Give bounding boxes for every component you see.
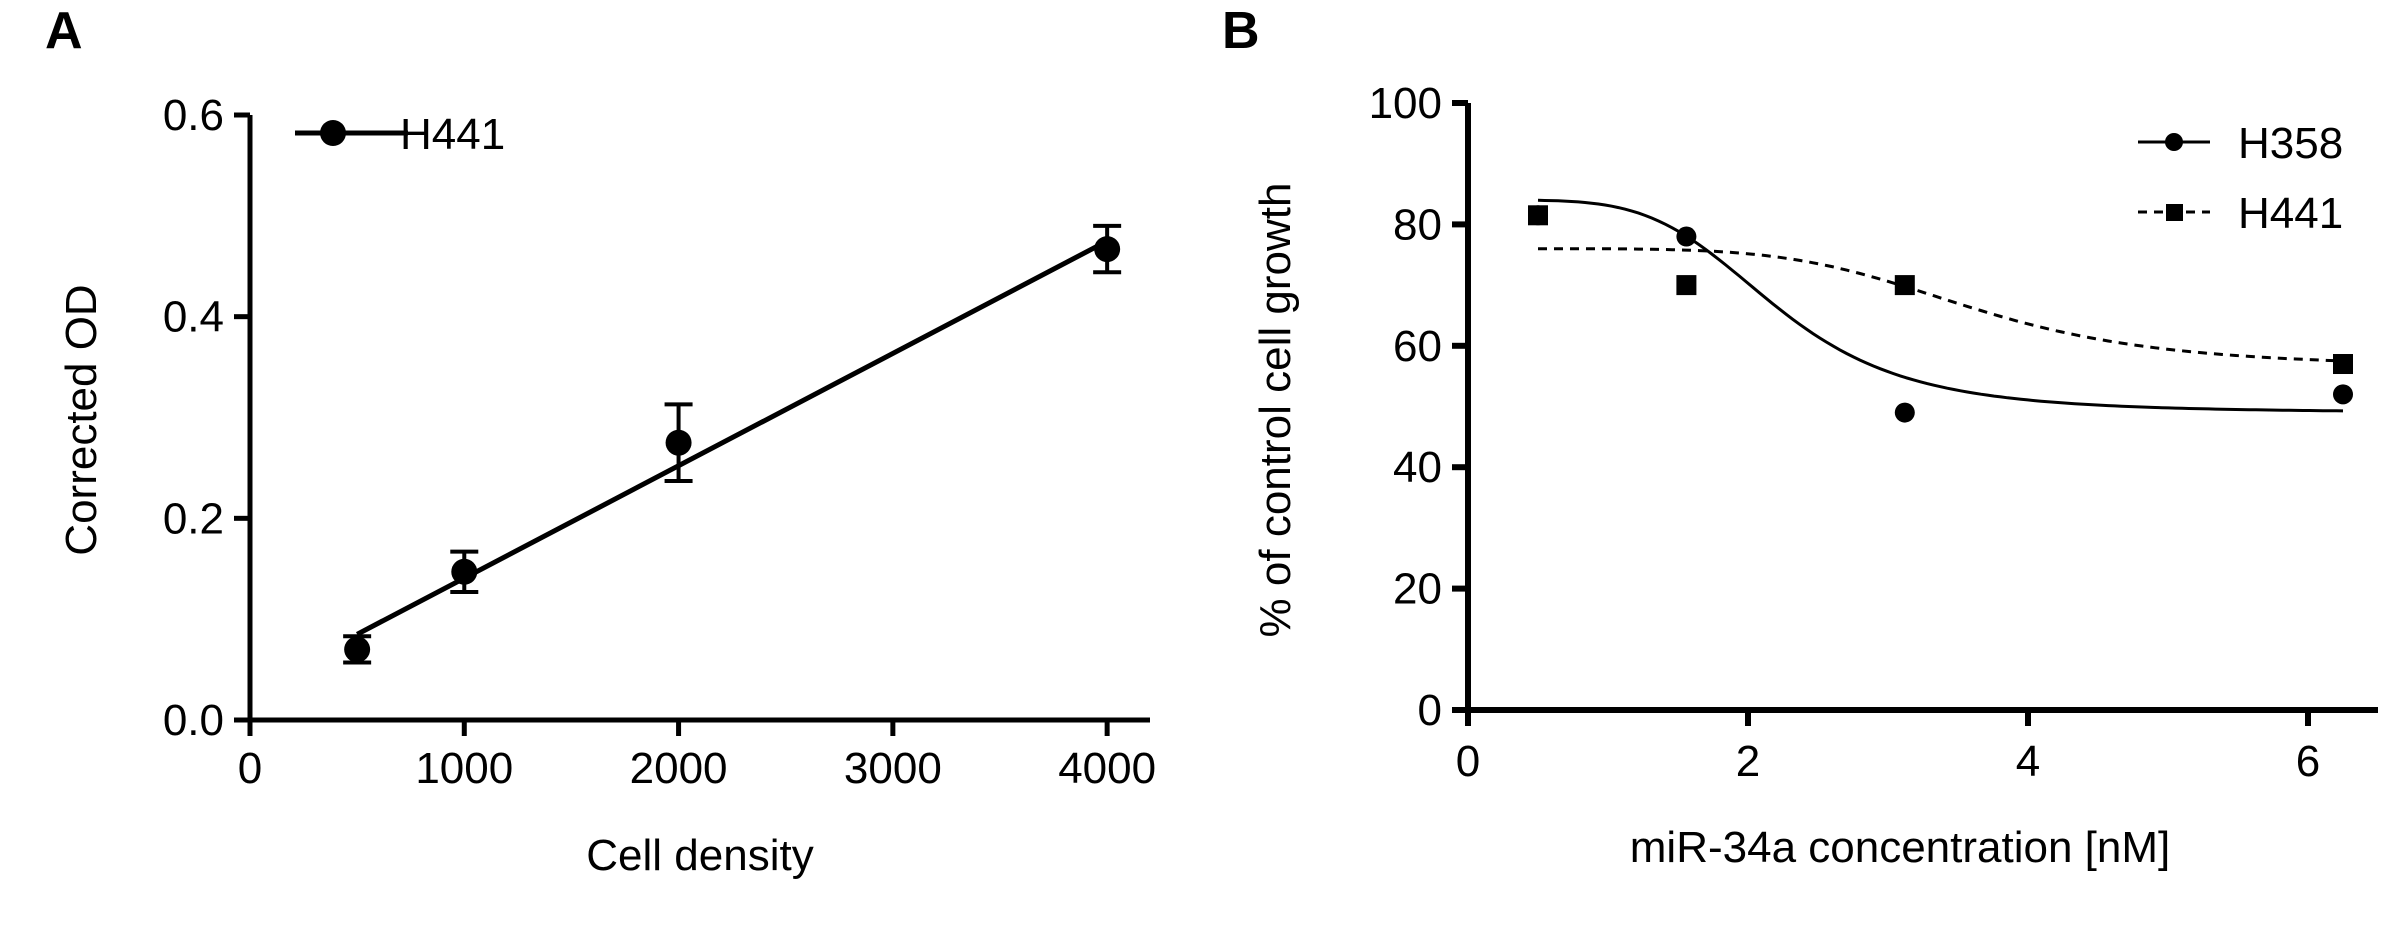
y-tick-label: 100 bbox=[1369, 79, 1442, 128]
y-tick-label: 0.0 bbox=[163, 696, 224, 745]
data-point-h358 bbox=[2333, 384, 2353, 405]
legend-marker-h358 bbox=[2165, 133, 2183, 151]
y-tick-label: 0 bbox=[1418, 686, 1442, 735]
y-tick-label: 0.4 bbox=[163, 293, 224, 342]
x-tick-label: 2000 bbox=[630, 744, 728, 793]
panel-letter-b: B bbox=[1222, 2, 1260, 60]
legend-a: H441 bbox=[295, 110, 505, 159]
data-point-h441 bbox=[1528, 205, 1548, 226]
y-tick-label: 0.2 bbox=[163, 494, 224, 543]
x-tick-label: 0 bbox=[1456, 737, 1480, 786]
x-tick-label: 1000 bbox=[415, 744, 513, 793]
y-tick-label: 60 bbox=[1393, 322, 1442, 371]
x-axis-label-b: miR-34a concentration [nM] bbox=[1630, 823, 2170, 872]
legend-b: H358 H441 bbox=[2138, 119, 2343, 238]
legend-label-h358: H358 bbox=[2238, 119, 2343, 168]
plot-area-a bbox=[343, 223, 1122, 665]
data-point-h358 bbox=[1894, 402, 1915, 423]
data-point-h441 bbox=[1094, 236, 1121, 263]
fit-curve-h441 bbox=[1538, 247, 2344, 363]
y-tick-label: 40 bbox=[1393, 443, 1442, 492]
x-ticks-b: 0 2 4 6 bbox=[1456, 710, 2320, 786]
x-tick-label: 0 bbox=[238, 744, 262, 793]
y-tick-label: 0.6 bbox=[163, 91, 224, 140]
data-point-h441 bbox=[1676, 275, 1697, 296]
data-point-h441 bbox=[1894, 275, 1915, 296]
y-axis-label-b: % of control cell growth bbox=[1251, 183, 1300, 638]
data-point-h358 bbox=[1676, 226, 1697, 247]
y-tick-label: 20 bbox=[1393, 565, 1442, 614]
panel-b: B 0 20 40 60 80 100 0 2 4 6 miR-34a concentratio… bbox=[1222, 2, 2378, 872]
x-ticks-a: 0 1000 2000 3000 4000 bbox=[238, 720, 1156, 793]
y-ticks-b: 0 20 40 60 80 100 bbox=[1369, 79, 1468, 735]
data-point-h441 bbox=[451, 558, 478, 585]
data-point-h441 bbox=[665, 429, 692, 456]
x-tick-label: 3000 bbox=[844, 744, 942, 793]
plot-area-b bbox=[1528, 198, 2353, 423]
x-tick-label: 2 bbox=[1736, 737, 1760, 786]
y-ticks-a: 0.0 0.2 0.4 0.6 bbox=[163, 91, 250, 745]
fit-curve-h358 bbox=[1537, 198, 2344, 413]
legend-marker-h441-b bbox=[2166, 204, 2183, 221]
panel-letter-a: A bbox=[45, 2, 83, 60]
legend-marker-h441 bbox=[320, 120, 346, 146]
x-axis-label-a: Cell density bbox=[586, 831, 813, 880]
legend-label-h441: H441 bbox=[400, 110, 505, 159]
data-point-h441 bbox=[2333, 354, 2353, 375]
data-point-h441 bbox=[344, 636, 371, 663]
panel-a: A 0.0 0.2 0.4 0.6 0 1000 2000 3000 4000 Cell de… bbox=[45, 2, 1156, 880]
x-tick-label: 4 bbox=[2016, 737, 2040, 786]
legend-label-h441-b: H441 bbox=[2238, 189, 2343, 238]
y-tick-label: 80 bbox=[1393, 200, 1442, 249]
y-axis-label-a: Corrected OD bbox=[57, 284, 106, 555]
fit-line-h441 bbox=[355, 238, 1109, 637]
x-tick-label: 4000 bbox=[1058, 744, 1156, 793]
x-tick-label: 6 bbox=[2296, 737, 2320, 786]
